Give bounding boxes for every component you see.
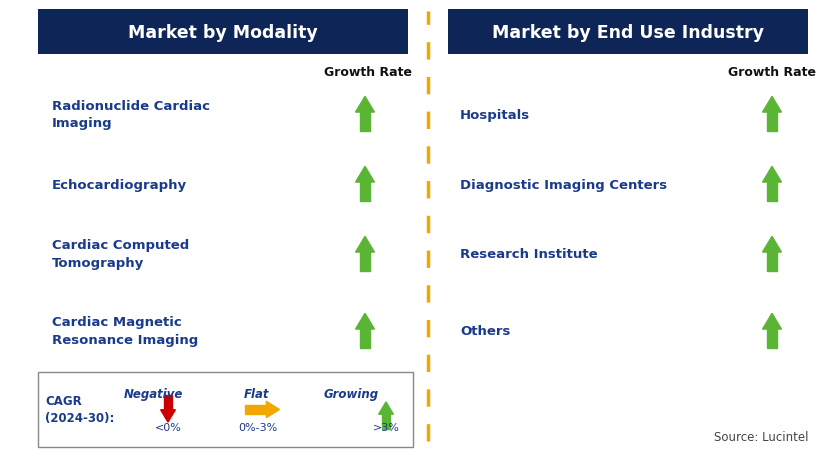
Polygon shape — [359, 113, 370, 132]
Polygon shape — [161, 410, 176, 422]
Polygon shape — [379, 402, 394, 414]
Polygon shape — [767, 252, 777, 271]
Text: Market by End Use Industry: Market by End Use Industry — [492, 23, 764, 41]
Polygon shape — [762, 313, 782, 330]
Polygon shape — [164, 395, 172, 410]
Polygon shape — [382, 414, 390, 429]
Text: Echocardiography: Echocardiography — [52, 178, 187, 191]
Polygon shape — [762, 167, 782, 183]
Text: Growing: Growing — [324, 388, 379, 401]
Bar — [448, 10, 808, 55]
Text: <0%: <0% — [155, 422, 181, 432]
Polygon shape — [355, 313, 375, 330]
Polygon shape — [355, 97, 375, 113]
Text: Market by Modality: Market by Modality — [128, 23, 318, 41]
Polygon shape — [767, 330, 777, 348]
Text: 0%-3%: 0%-3% — [238, 422, 278, 432]
Polygon shape — [767, 183, 777, 202]
Text: Others: Others — [460, 325, 510, 338]
Text: CAGR
(2024-30):: CAGR (2024-30): — [45, 395, 115, 425]
Text: Diagnostic Imaging Centers: Diagnostic Imaging Centers — [460, 178, 667, 191]
Polygon shape — [359, 252, 370, 271]
Bar — [38, 10, 408, 55]
Polygon shape — [355, 237, 375, 252]
Polygon shape — [267, 402, 279, 418]
Text: Growth Rate: Growth Rate — [324, 65, 412, 78]
Polygon shape — [767, 113, 777, 132]
Text: Cardiac Computed
Tomography: Cardiac Computed Tomography — [52, 239, 189, 270]
Text: Hospitals: Hospitals — [460, 108, 530, 121]
Text: Negative: Negative — [124, 388, 183, 401]
Polygon shape — [762, 97, 782, 113]
Text: Research Institute: Research Institute — [460, 248, 598, 261]
Text: Growth Rate: Growth Rate — [728, 65, 816, 78]
Polygon shape — [359, 330, 370, 348]
FancyBboxPatch shape — [38, 372, 413, 447]
Text: Cardiac Magnetic
Resonance Imaging: Cardiac Magnetic Resonance Imaging — [52, 316, 198, 347]
Polygon shape — [359, 183, 370, 202]
Polygon shape — [355, 167, 375, 183]
Text: >3%: >3% — [373, 422, 400, 432]
Polygon shape — [762, 237, 782, 252]
Text: Source: Lucintel: Source: Lucintel — [713, 431, 808, 443]
Polygon shape — [245, 405, 267, 414]
Text: Radionuclide Cardiac
Imaging: Radionuclide Cardiac Imaging — [52, 99, 210, 130]
Text: Flat: Flat — [243, 388, 268, 401]
